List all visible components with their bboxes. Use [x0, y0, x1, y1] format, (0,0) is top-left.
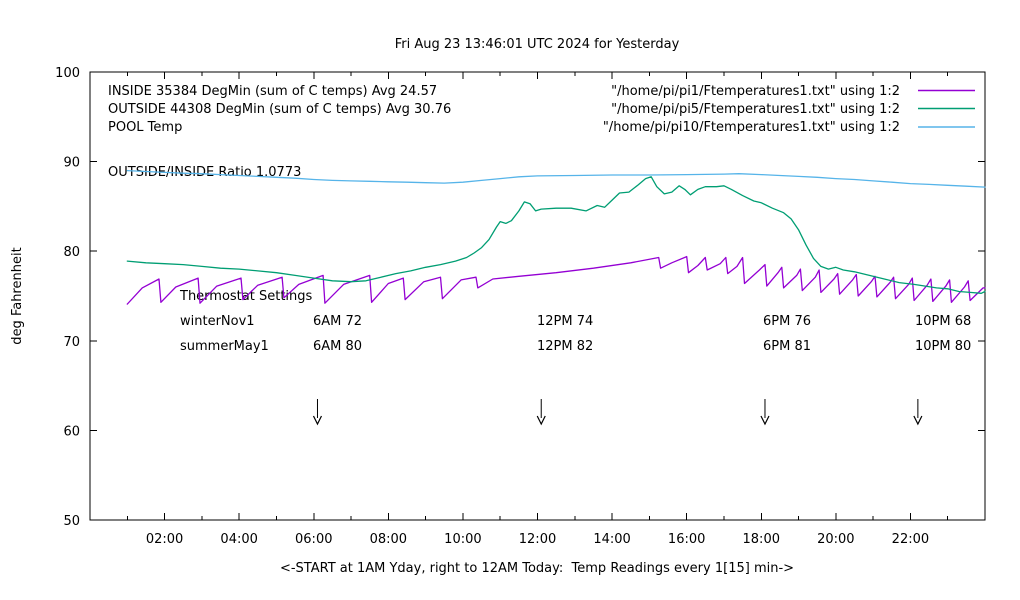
thermostat-winter-6am: 6AM 72 — [313, 314, 362, 329]
y-axis-label: deg Fahrenheit — [10, 247, 25, 344]
down-arrow-head-icon — [536, 415, 546, 426]
thermostat-summer-label: summerMay1 — [180, 339, 269, 354]
x-tick-label: 12:00 — [519, 532, 556, 547]
series-line-pool — [126, 169, 986, 188]
y-tick-label: 60 — [63, 424, 80, 439]
x-tick-label: 20:00 — [817, 532, 854, 547]
thermostat-winter-label: winterNov1 — [180, 314, 255, 329]
series-line-inside — [126, 255, 986, 305]
plot-series — [126, 169, 986, 305]
y-tick-label: 100 — [55, 66, 80, 81]
thermostat-settings: Thermostat Settings winterNov1 6AM 72 12… — [179, 289, 971, 354]
x-tick-label: 08:00 — [370, 532, 407, 547]
legend-file-inside: "/home/pi/pi1/Ftemperatures1.txt" using … — [611, 84, 900, 99]
legend-file-pool: "/home/pi/pi10/Ftemperatures1.txt" using… — [603, 120, 900, 135]
x-tick-label: 14:00 — [593, 532, 630, 547]
legend: INSIDE 35384 DegMin (sum of C temps) Avg… — [108, 84, 975, 135]
axis-ticks — [90, 71, 985, 521]
chart-title: Fri Aug 23 13:46:01 UTC 2024 for Yesterd… — [395, 37, 680, 52]
y-tick-label: 90 — [63, 156, 80, 171]
x-tick-label: 06:00 — [295, 532, 332, 547]
schedule-arrows — [312, 399, 923, 426]
thermostat-winter-10pm: 10PM 68 — [915, 314, 971, 329]
down-arrow-head-icon — [760, 415, 770, 426]
x-tick-label: 16:00 — [668, 532, 705, 547]
y-tick-label: 70 — [63, 335, 80, 350]
x-axis-label: <-START at 1AM Yday, right to 12AM Today… — [280, 561, 794, 576]
legend-label-pool: POOL Temp — [108, 120, 182, 135]
y-tick-label: 50 — [63, 514, 80, 529]
legend-label-inside: INSIDE 35384 DegMin (sum of C temps) Avg… — [108, 84, 437, 99]
thermostat-winter-12pm: 12PM 74 — [537, 314, 593, 329]
down-arrow-head-icon — [913, 415, 923, 426]
thermostat-summer-6pm: 6PM 81 — [763, 339, 811, 354]
series-line-outside — [126, 176, 986, 294]
thermostat-summer-10pm: 10PM 80 — [915, 339, 971, 354]
x-tick-label: 10:00 — [444, 532, 481, 547]
thermostat-winter-6pm: 6PM 76 — [763, 314, 811, 329]
legend-file-outside: "/home/pi/pi5/Ftemperatures1.txt" using … — [611, 102, 900, 117]
axis-tick-labels: 02:00 04:00 06:00 08:00 10:00 12:00 14:00 16:00… — [55, 66, 929, 547]
x-tick-label: 22:00 — [892, 532, 929, 547]
thermostat-summer-12pm: 12PM 82 — [537, 339, 593, 354]
thermostat-summer-6am: 6AM 80 — [313, 339, 362, 354]
y-tick-label: 80 — [63, 245, 80, 260]
x-tick-label: 02:00 — [146, 532, 183, 547]
legend-label-outside: OUTSIDE 44308 DegMin (sum of C temps) Av… — [108, 102, 451, 117]
x-tick-label: 04:00 — [220, 532, 257, 547]
down-arrow-head-icon — [312, 415, 323, 426]
x-tick-label: 18:00 — [743, 532, 780, 547]
